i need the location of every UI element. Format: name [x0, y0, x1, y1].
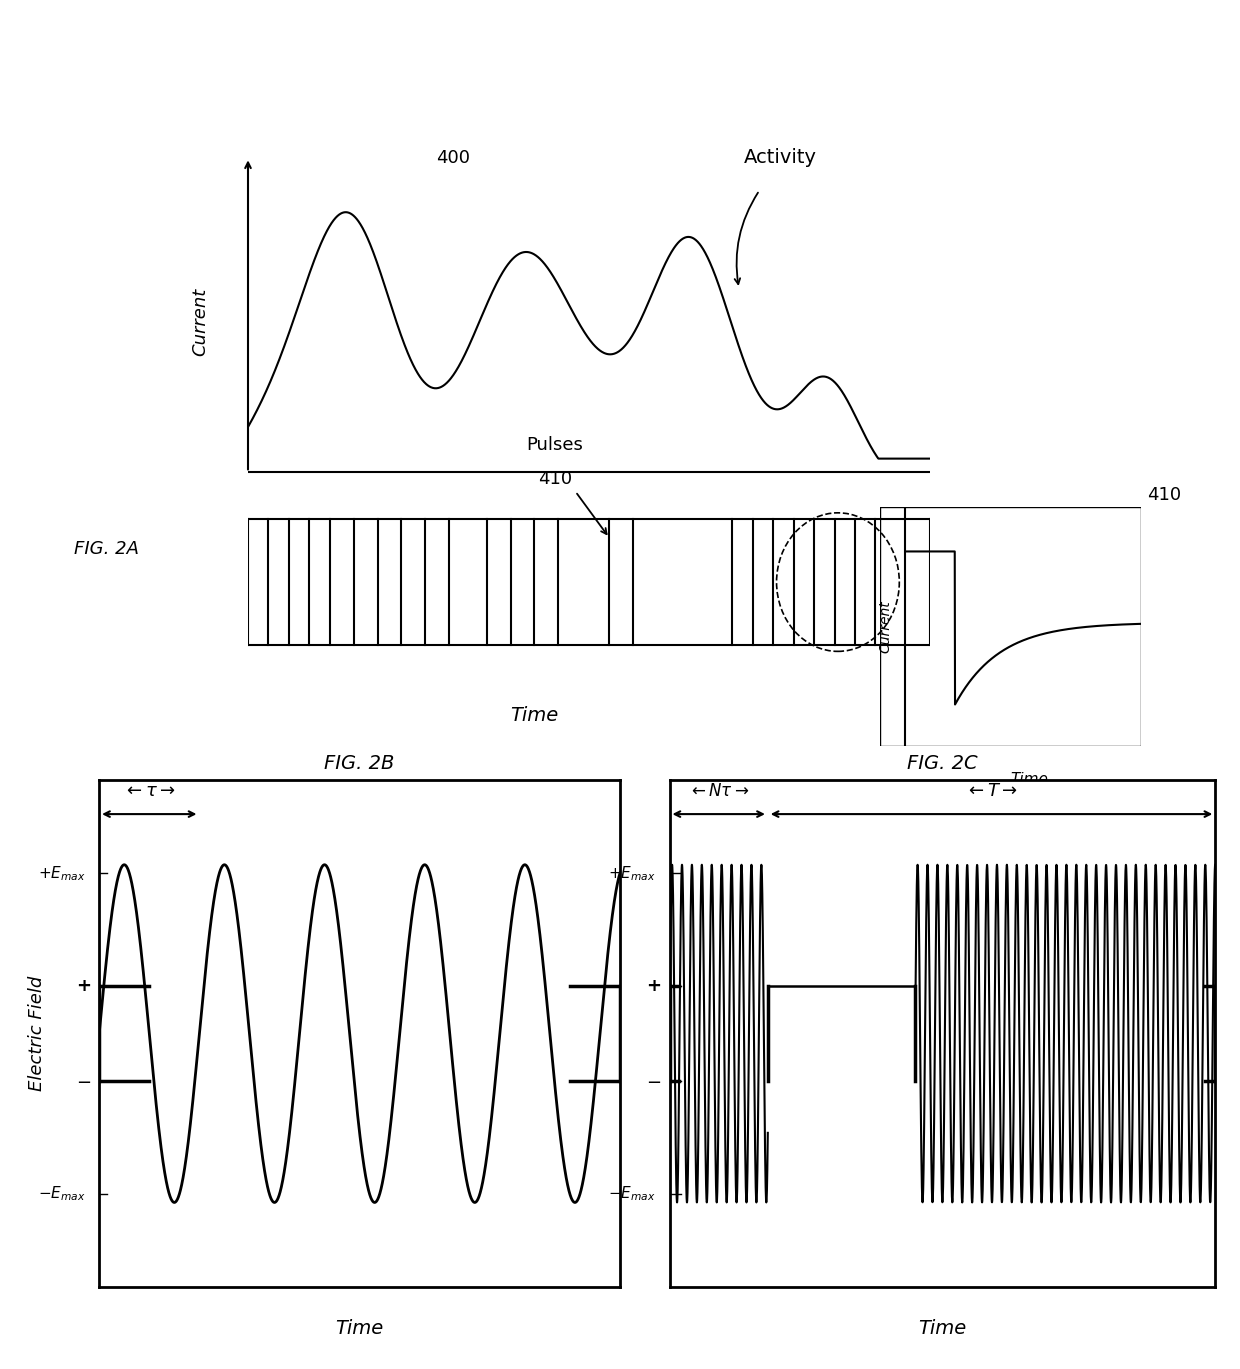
Text: $-E_{max}$: $-E_{max}$ [609, 1184, 656, 1203]
Text: Current: Current [878, 600, 893, 653]
Title: FIG. 2C: FIG. 2C [908, 754, 977, 773]
Text: 420: 420 [311, 794, 348, 813]
Text: FIG. 2A: FIG. 2A [74, 541, 139, 559]
Text: $-$: $-$ [76, 1072, 92, 1090]
Title: FIG. 2B: FIG. 2B [325, 754, 394, 773]
Text: $\leftarrow N\tau\rightarrow$: $\leftarrow N\tau\rightarrow$ [688, 782, 749, 799]
Text: +: + [77, 977, 92, 995]
Text: Time: Time [1011, 772, 1048, 787]
Text: $+E_{max}$: $+E_{max}$ [609, 864, 656, 883]
Text: Time: Time [919, 1320, 966, 1338]
Text: $-E_{max}$: $-E_{max}$ [38, 1184, 87, 1203]
Text: 400: 400 [435, 149, 470, 167]
Text: $\leftarrow\tau\rightarrow$: $\leftarrow\tau\rightarrow$ [123, 782, 176, 799]
Text: +: + [646, 977, 661, 995]
Text: $+E_{max}$: $+E_{max}$ [38, 864, 87, 883]
Text: Electric Field: Electric Field [27, 976, 46, 1091]
Text: Pulses: Pulses [527, 435, 583, 455]
Text: $-$: $-$ [646, 1072, 661, 1090]
Text: $\leftarrow T \rightarrow$: $\leftarrow T \rightarrow$ [965, 782, 1018, 799]
Text: 410: 410 [1147, 486, 1182, 504]
Text: Time: Time [336, 1320, 383, 1338]
Text: 410: 410 [538, 470, 572, 487]
Text: Activity: Activity [744, 148, 816, 167]
Text: Time: Time [511, 705, 558, 724]
Text: Current: Current [191, 287, 210, 356]
